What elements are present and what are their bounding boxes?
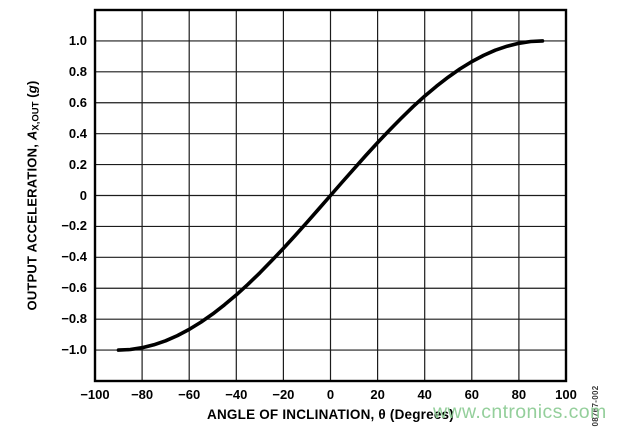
x-tick-label: 20 bbox=[370, 387, 385, 402]
x-tick-label: 60 bbox=[464, 387, 480, 402]
y-axis-unit-g: g bbox=[24, 85, 40, 94]
data-curve-sine bbox=[116, 39, 545, 352]
y-tick-label: 0.2 bbox=[68, 156, 87, 172]
y-tick-label: −0.4 bbox=[61, 249, 87, 265]
x-tick-label: −80 bbox=[131, 387, 154, 402]
x-tick-label: 0 bbox=[326, 387, 335, 402]
x-tick-label: −60 bbox=[178, 387, 201, 402]
x-axis-title: ANGLE OF INCLINATION, θ (Degrees) bbox=[207, 407, 454, 422]
y-tick-label: −0.8 bbox=[61, 311, 87, 327]
y-tick-label: −0.6 bbox=[61, 280, 87, 296]
x-tick-label: −100 bbox=[80, 387, 110, 402]
plot-frame bbox=[93, 8, 568, 383]
y-tick-label: 0.8 bbox=[68, 63, 87, 79]
x-tick-label: 80 bbox=[511, 387, 527, 402]
y-tick-label: −0.2 bbox=[61, 218, 87, 234]
y-tick-label: 0.4 bbox=[68, 125, 87, 141]
x-tick-label: 100 bbox=[555, 387, 577, 402]
y-tick-label: −1.0 bbox=[61, 342, 87, 358]
x-tick-label: −40 bbox=[225, 387, 248, 402]
x-tick-label: −20 bbox=[272, 387, 295, 402]
y-axis-unit-close: ) bbox=[24, 80, 40, 86]
y-tick-label: 1.0 bbox=[68, 32, 87, 48]
y-tick-label: 0.6 bbox=[68, 94, 87, 110]
x-tick-label: 40 bbox=[417, 387, 432, 402]
watermark: www.cntronics.com bbox=[433, 401, 607, 423]
y-tick-label: 0 bbox=[79, 187, 87, 203]
